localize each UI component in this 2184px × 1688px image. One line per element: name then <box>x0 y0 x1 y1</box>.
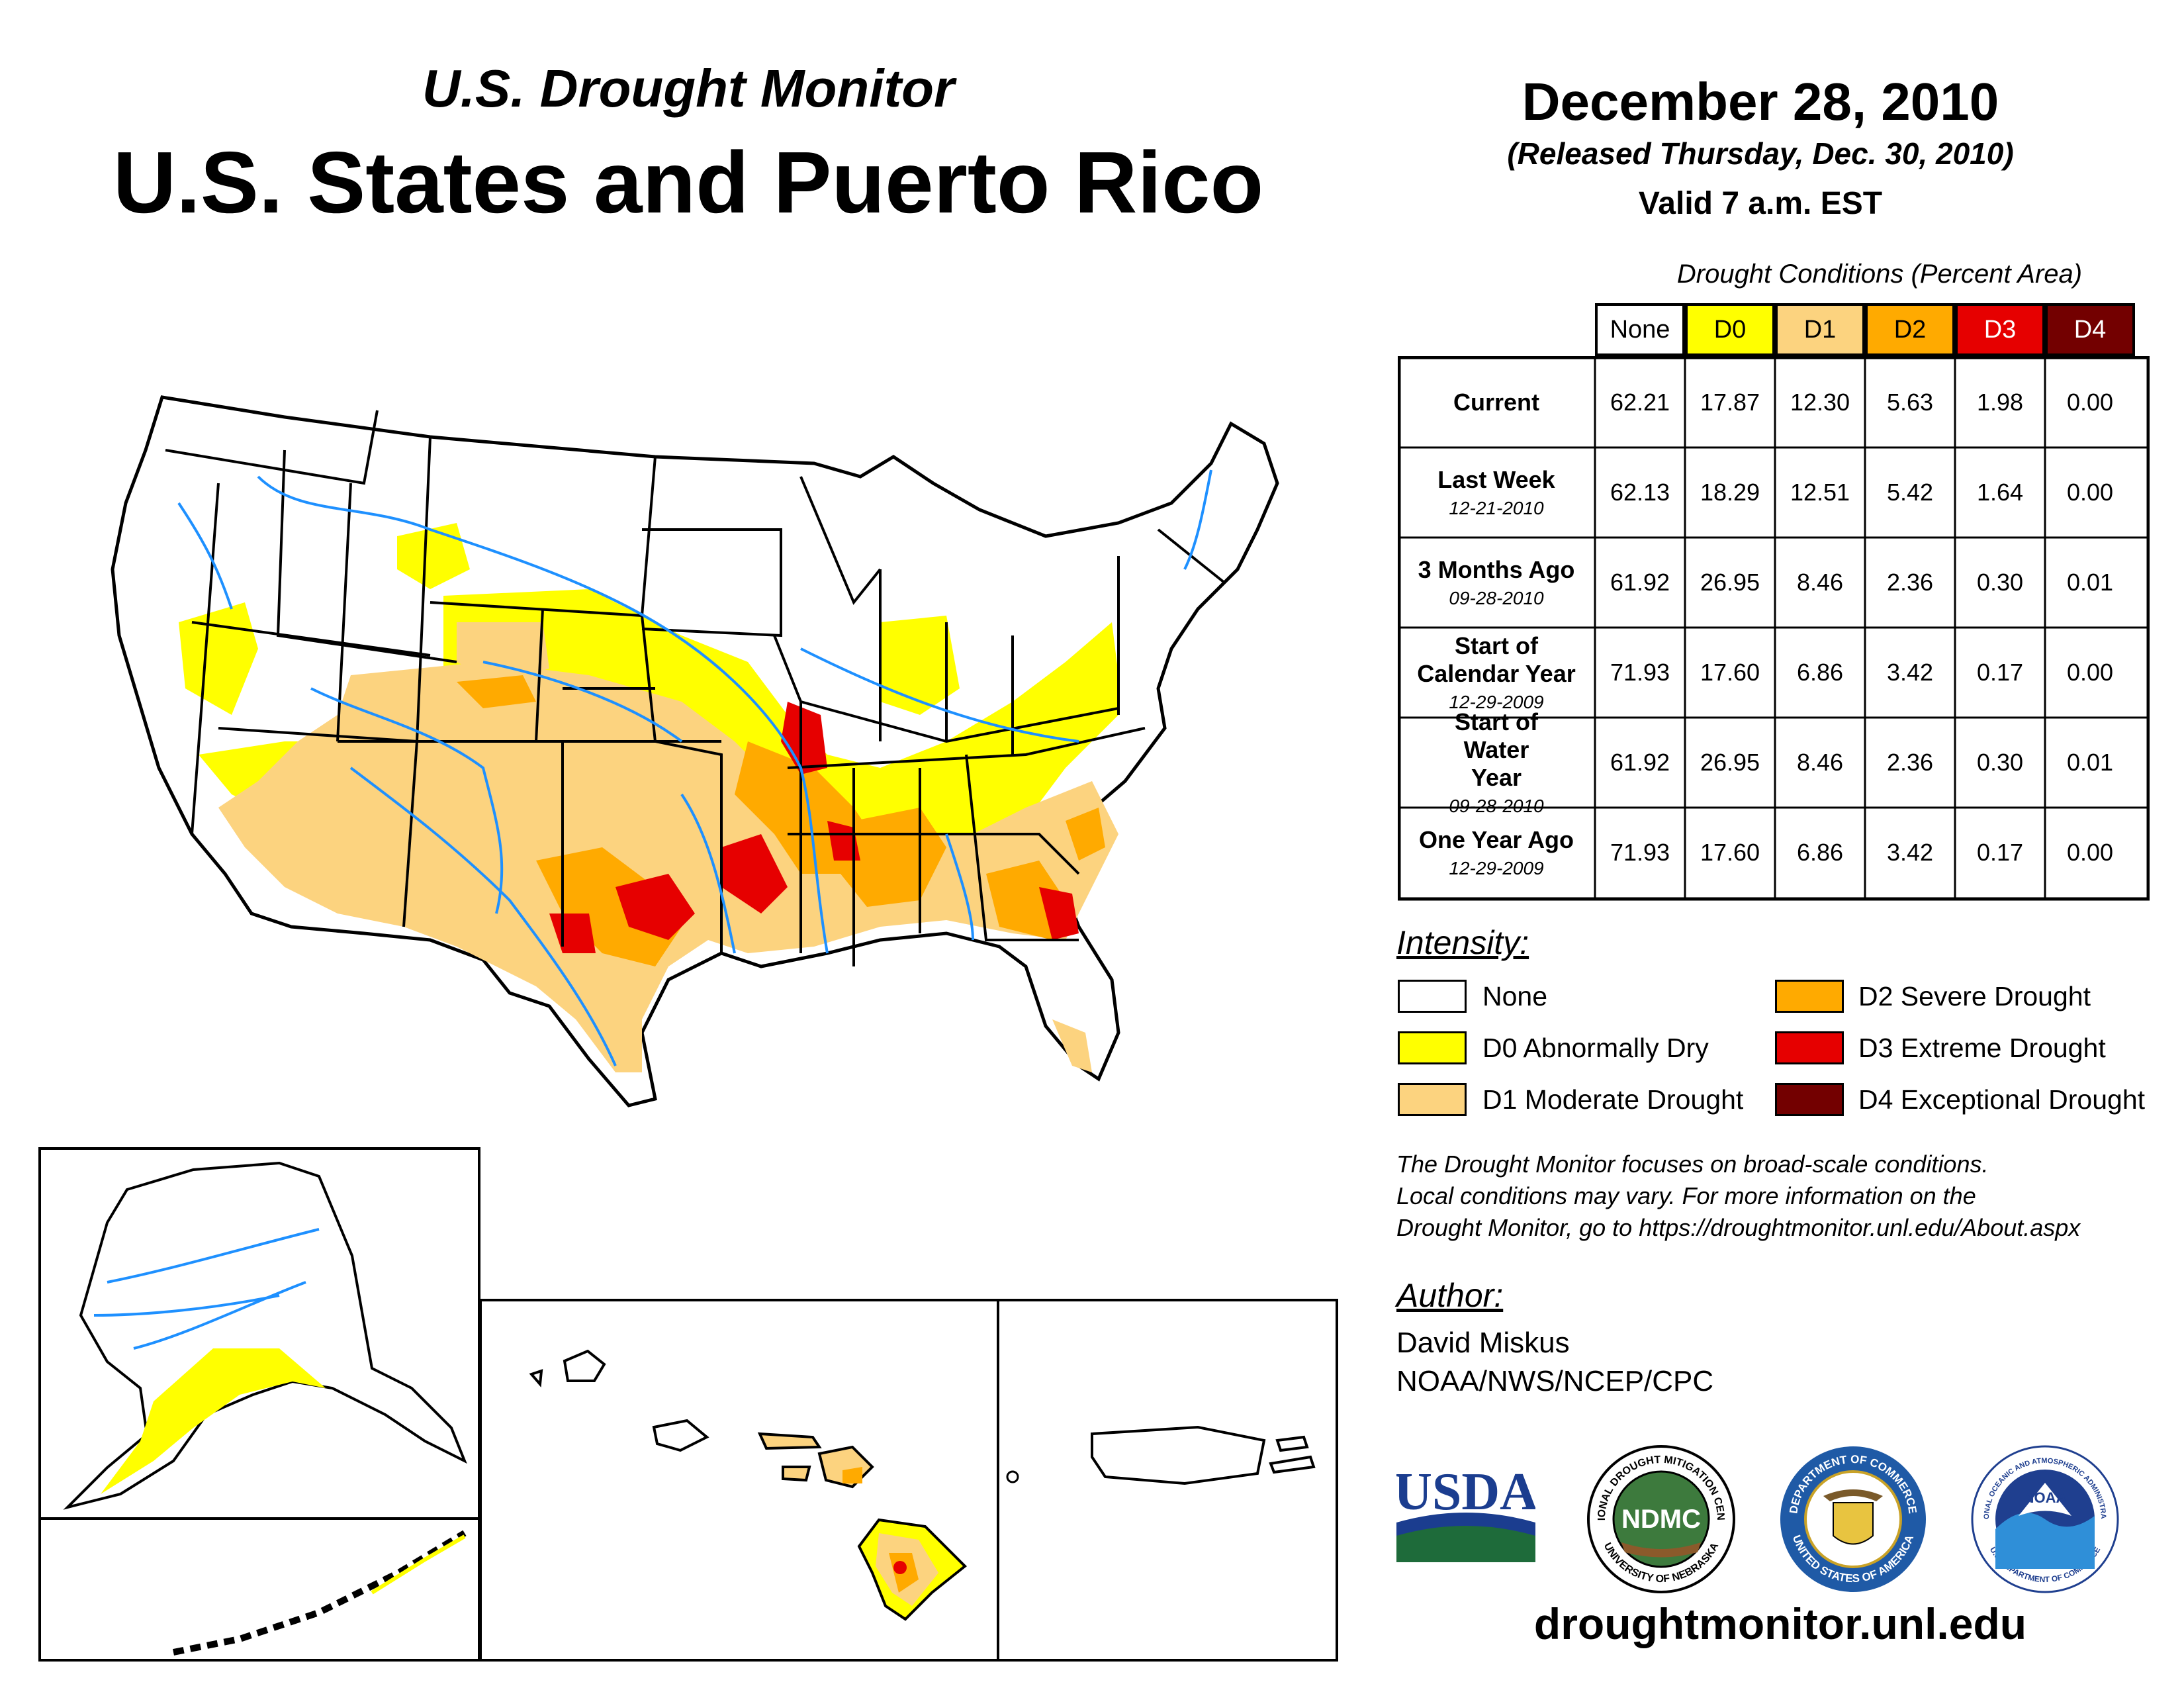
row-label-calendar-year: Start of Calendar Year 12-29-2009 <box>1417 632 1576 712</box>
table-cell: 8.46 <box>1796 749 1844 776</box>
map-date: December 28, 2010 <box>1522 72 1999 131</box>
svg-text:USDA: USDA <box>1396 1463 1535 1521</box>
aleutian-inset <box>38 1517 480 1662</box>
table-cell: 0.01 <box>2066 749 2114 776</box>
website-url[interactable]: droughtmonitor.unl.edu <box>1533 1599 2027 1648</box>
legend-swatch-d4 <box>1775 1083 1844 1116</box>
table-cell: 2.36 <box>1886 749 1934 776</box>
conus-map <box>111 395 1279 1107</box>
table-cell: 6.86 <box>1796 839 1844 866</box>
map-subtitle: U.S. Drought Monitor <box>422 59 955 118</box>
table-cell: 12.51 <box>1790 479 1850 506</box>
map-title: U.S. States and Puerto Rico <box>113 134 1264 231</box>
table-cell: 62.13 <box>1610 479 1670 506</box>
author-org: NOAA/NWS/NCEP/CPC <box>1396 1365 1714 1397</box>
d3-areas <box>549 702 1079 953</box>
legend-swatch-d3 <box>1775 1031 1844 1064</box>
table-cell: 0.30 <box>1976 749 2024 776</box>
table-cell: 71.93 <box>1610 659 1670 686</box>
row-label-one-year: One Year Ago 12-29-2009 <box>1418 826 1574 878</box>
author-name: David Miskus <box>1396 1327 1570 1359</box>
table-cell: 18.29 <box>1700 479 1760 506</box>
puerto-rico-inset <box>997 1299 1338 1662</box>
table-cell: 0.00 <box>2066 479 2114 506</box>
table-cell: 0.00 <box>2066 389 2114 416</box>
table-cell: 5.42 <box>1886 479 1934 506</box>
row-label-water-year: Start of Water Year 09-28-2010 <box>1449 708 1544 816</box>
disclaimer-note: The Drought Monitor focuses on broad-sca… <box>1396 1150 2081 1241</box>
table-cell: 0.30 <box>1976 569 2024 596</box>
table-grid <box>1398 356 2150 901</box>
table-cell: 8.46 <box>1796 569 1844 596</box>
table-cell: 61.92 <box>1610 569 1670 596</box>
row-label-last-week: Last Week 12-21-2010 <box>1437 466 1555 518</box>
col-none: None <box>1595 303 1685 356</box>
hawaii-map <box>529 1349 967 1621</box>
table-cell: 71.93 <box>1610 839 1670 866</box>
commerce-seal-logo: DEPARTMENT OF COMMERCE UNITED STATES OF … <box>1780 1446 1926 1592</box>
col-d4: D4 <box>2045 303 2135 356</box>
svg-text:NDMC: NDMC <box>1621 1505 1701 1534</box>
table-cell: 2.36 <box>1886 569 1934 596</box>
table-caption: Drought Conditions (Percent Area) <box>1676 259 2083 289</box>
table-cell: 1.98 <box>1976 389 2024 416</box>
author-heading: Author: <box>1396 1277 1504 1314</box>
table-cell: 0.00 <box>2066 839 2114 866</box>
col-d0: D0 <box>1685 303 1775 356</box>
alaska-inset <box>38 1147 480 1520</box>
table-cell: 1.64 <box>1976 479 2024 506</box>
alaska-map <box>63 1161 467 1510</box>
d1-areas <box>218 622 1118 1072</box>
legend-label-d1: D1 Moderate Drought <box>1482 1084 1744 1115</box>
table-cell: 0.01 <box>2066 569 2114 596</box>
legend-label-d3: D3 Extreme Drought <box>1858 1033 2106 1063</box>
legend-label-none: None <box>1482 981 1548 1011</box>
table-cell: 6.86 <box>1796 659 1844 686</box>
author-info: David Miskus NOAA/NWS/NCEP/CPC <box>1396 1324 1713 1401</box>
puerto-rico-map <box>1006 1425 1316 1485</box>
rivers <box>177 469 1212 1066</box>
svg-text:NOAA: NOAA <box>2024 1489 2067 1506</box>
legend-swatch-d0 <box>1398 1031 1467 1064</box>
legend-label-d4: D4 Exceptional Drought <box>1858 1084 2146 1115</box>
aleutian-map <box>173 1530 467 1656</box>
ndmc-logo: NATIONAL DROUGHT MITIGATION CENTER UNIVE… <box>1585 1443 1735 1593</box>
noaa-logo: NATIONAL OCEANIC AND ATMOSPHERIC ADMINIS… <box>1969 1443 2119 1593</box>
legend-label-d2: D2 Severe Drought <box>1858 981 2091 1011</box>
release-date: (Released Thursday, Dec. 30, 2010) <box>1507 136 2014 171</box>
table-cell: 26.95 <box>1700 569 1760 596</box>
table-cell: 0.00 <box>2066 659 2114 686</box>
row-label-current: Current <box>1453 389 1539 416</box>
table-cell: 0.17 <box>1976 839 2024 866</box>
table-cell: 17.60 <box>1700 839 1760 866</box>
valid-time: Valid 7 a.m. EST <box>1638 186 1883 221</box>
row-label-3-months: 3 Months Ago 09-28-2010 <box>1418 556 1575 608</box>
table-cell: 0.17 <box>1976 659 2024 686</box>
legend-swatch-d1 <box>1398 1083 1467 1116</box>
legend-heading: Intensity: <box>1396 924 1529 961</box>
table-cell: 26.95 <box>1700 749 1760 776</box>
legend-swatch-none <box>1398 980 1467 1013</box>
table-cell: 3.42 <box>1886 839 1934 866</box>
table-cell: 61.92 <box>1610 749 1670 776</box>
hawaii-inset <box>479 1299 999 1662</box>
table-cell: 62.21 <box>1610 389 1670 416</box>
table-cell: 17.87 <box>1700 389 1760 416</box>
legend-swatch-d2 <box>1775 980 1844 1013</box>
col-d2: D2 <box>1865 303 1955 356</box>
table-cell: 5.63 <box>1886 389 1934 416</box>
table-cell: 17.60 <box>1700 659 1760 686</box>
legend-label-d0: D0 Abnormally Dry <box>1482 1033 1709 1063</box>
table-cell: 3.42 <box>1886 659 1934 686</box>
usda-logo: USDA <box>1396 1463 1535 1562</box>
table-cell: 12.30 <box>1790 389 1850 416</box>
col-d1: D1 <box>1775 303 1865 356</box>
col-d3: D3 <box>1955 303 2045 356</box>
